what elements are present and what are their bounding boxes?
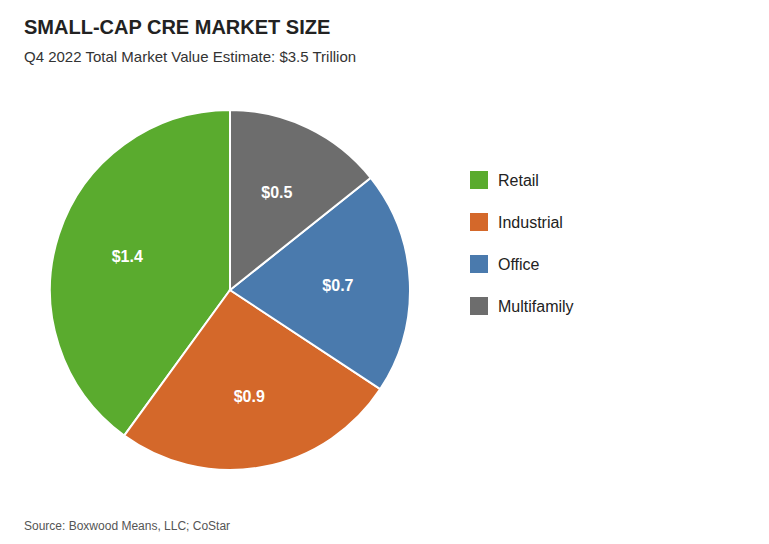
legend-swatch [470,171,488,189]
legend-label: Multifamily [498,298,574,315]
legend-swatch [470,213,488,231]
pie-group [50,110,410,470]
data-label: $0.5 [261,184,292,201]
chart-svg: SMALL-CAP CRE MARKET SIZE Q4 2022 Total M… [0,0,769,544]
data-label: $1.4 [112,248,143,265]
legend-label: Industrial [498,214,563,231]
source-note: Source: Boxwood Means, LLC; CoStar [24,519,230,533]
legend-label: Retail [498,172,539,189]
legend-item: Multifamily [470,297,574,315]
pie-slice [230,110,371,290]
data-label: $0.9 [234,388,265,405]
chart-title: SMALL-CAP CRE MARKET SIZE [24,16,330,38]
legend-item: Retail [470,171,539,189]
chart-container: SMALL-CAP CRE MARKET SIZE Q4 2022 Total M… [0,0,769,544]
legend-swatch [470,255,488,273]
legend: Retail Industrial Office Multifamily [470,171,574,315]
chart-subtitle: Q4 2022 Total Market Value Estimate: $3.… [24,48,356,65]
data-label: $0.7 [322,277,353,294]
legend-swatch [470,297,488,315]
legend-item: Office [470,255,540,273]
legend-label: Office [498,256,540,273]
data-labels: $1.4 $0.9 $0.7 $0.5 [112,184,354,405]
legend-item: Industrial [470,213,563,231]
